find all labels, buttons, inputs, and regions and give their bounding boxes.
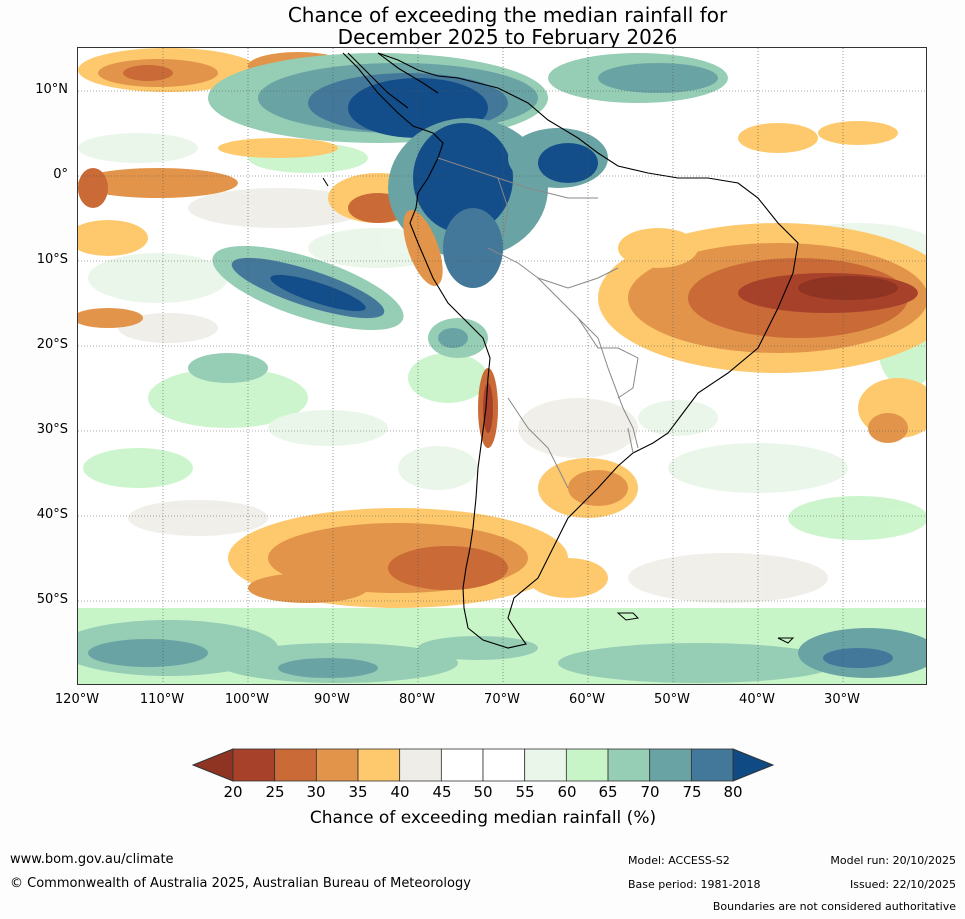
colorbar-tick: 75 [682,783,702,801]
lon-label-40w: 40°W [739,692,775,707]
map-title: Chance of exceeding the median rainfall … [0,4,965,48]
colorbar-segment [440,748,484,782]
northwest-wet-region [208,53,728,288]
country-borders [437,157,639,489]
lat-label-0: 0° [53,167,68,182]
disclaimer-text: Boundaries are not considered authoritat… [712,900,956,913]
colorbar-tick: 35 [348,783,368,801]
colorbar-segment [524,748,567,782]
colorbar-tick: 70 [640,783,660,801]
islands [322,177,795,644]
colorbar-segment [357,748,401,782]
south-america-coastline [342,52,799,649]
lat-label-30s: 30°S [36,422,68,437]
colorbar-segment [482,748,526,782]
colorbar-tick: 80 [723,783,743,801]
lon-label-60w: 60°W [569,692,605,707]
southern-dry-region [228,458,638,608]
title-line-2: December 2025 to February 2026 [337,25,678,49]
colorbar-tick: 25 [265,783,285,801]
colorbar-segment [649,748,692,782]
model-text: Model: ACCESS-S2 [628,854,730,867]
colorbar-segment [565,748,609,782]
colorbar-segment [690,748,734,782]
colorbar-over-arrow [732,748,775,782]
lat-label-50s: 50°S [36,592,68,607]
colorbar-title: Chance of exceeding median rainfall (%) [309,808,657,828]
colorbar-tick: 45 [432,783,452,801]
copyright-text: © Commonwealth of Australia 2025, Austra… [10,876,471,891]
colorbar-segment [274,748,317,782]
lon-label-30w: 30°W [824,692,860,707]
lat-label-40s: 40°S [36,507,68,522]
brazil-atlantic-dry-band [598,223,926,443]
website-text: www.bom.gov.au/climate [10,852,174,867]
southern-wet-band [78,608,926,684]
colorbar-segment [607,748,651,782]
central-america-coastline [347,52,439,109]
lat-label-10n: 10°N [35,82,68,97]
lon-label-100w: 100°W [224,692,270,707]
issued-text: Issued: 22/10/2025 [849,878,956,891]
colorbar-tick: 40 [390,783,410,801]
lon-label-110w: 110°W [139,692,185,707]
lat-label-10s: 10°S [36,252,68,267]
lon-label-50w: 50°W [654,692,690,707]
lon-label-80w: 80°W [399,692,435,707]
lon-label-70w: 70°W [484,692,520,707]
colorbar-tick: 50 [473,783,493,801]
colorbar [191,748,775,782]
colorbar-under-arrow [191,748,234,782]
base-period-text: Base period: 1981-2018 [628,878,761,891]
gridlines [78,48,926,684]
rainfall-map [77,47,927,685]
model-run-text: Model run: 20/10/2025 [830,854,956,867]
colorbar-segment [399,748,442,782]
colorbar-segment [315,748,359,782]
lon-label-90w: 90°W [314,692,350,707]
colorbar-tick: 20 [223,783,243,801]
colorbar-tick: 60 [557,783,577,801]
title-line-1: Chance of exceeding the median rainfall … [287,3,728,27]
colorbar-segment [232,748,276,782]
map-canvas [78,48,926,684]
lon-label-120w: 120°W [54,692,100,707]
colorbar-tick: 65 [598,783,618,801]
lat-label-20s: 20°S [36,337,68,352]
colorbar-tick: 30 [306,783,326,801]
colorbar-tick: 55 [515,783,535,801]
